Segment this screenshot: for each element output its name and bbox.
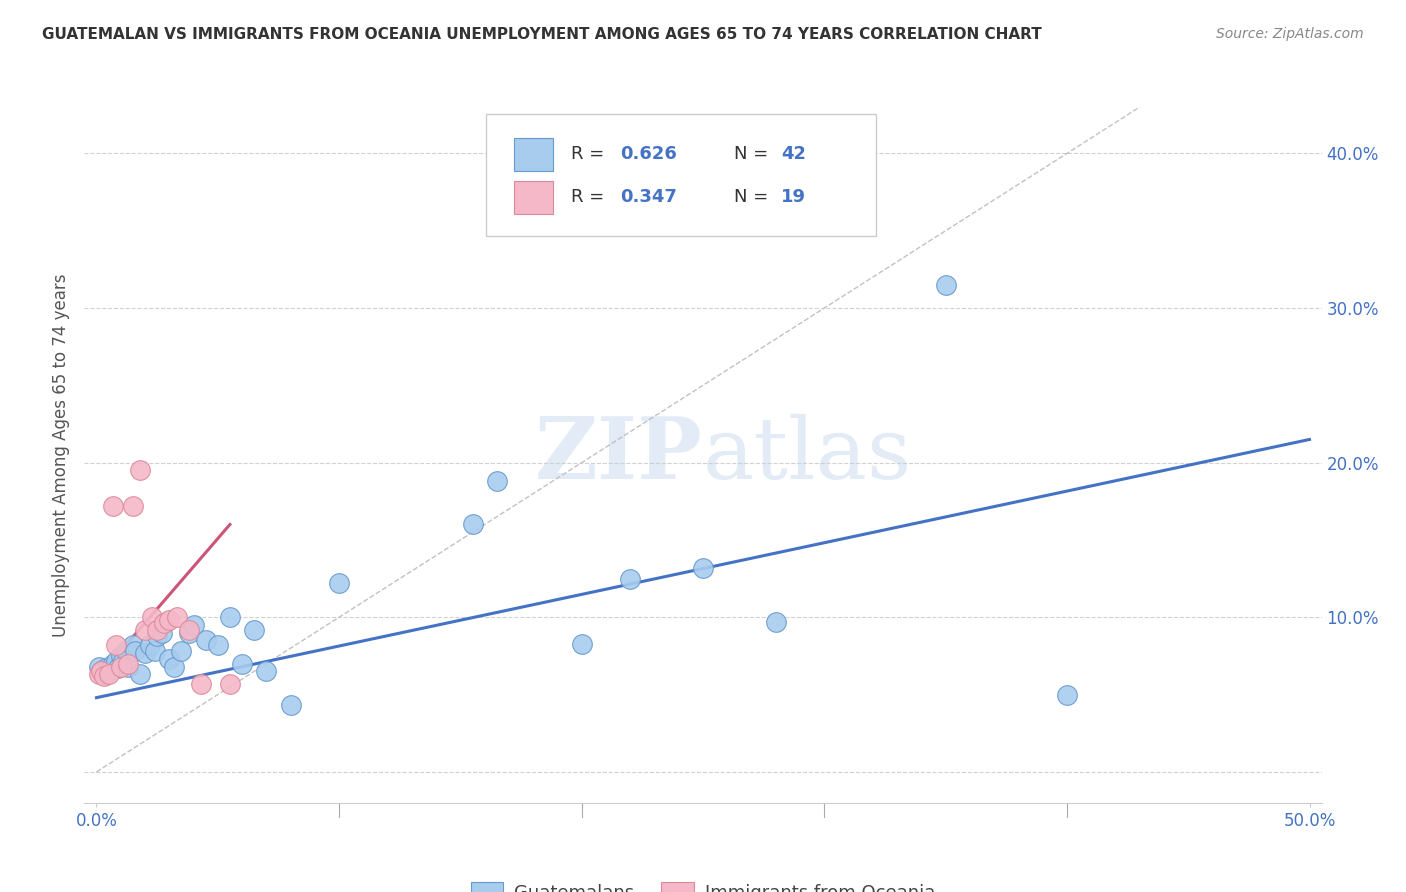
Text: ZIP: ZIP: [536, 413, 703, 497]
Guatemalans: [485, 474, 508, 488]
Immigrants from Oceania: [219, 677, 242, 691]
Immigrants from Oceania: [153, 616, 176, 631]
Immigrants from Oceania: [90, 665, 112, 679]
Guatemalans: [1056, 688, 1078, 702]
Immigrants from Oceania: [134, 623, 156, 637]
Guatemalans: [280, 698, 302, 713]
Guatemalans: [96, 661, 118, 675]
Guatemalans: [134, 646, 156, 660]
Immigrants from Oceania: [166, 610, 188, 624]
Guatemalans: [112, 654, 135, 668]
Guatemalans: [183, 618, 205, 632]
Text: 19: 19: [780, 188, 806, 206]
Guatemalans: [935, 277, 957, 292]
Text: 42: 42: [780, 145, 806, 163]
Guatemalans: [129, 667, 152, 681]
Guatemalans: [231, 657, 253, 671]
Immigrants from Oceania: [146, 623, 169, 637]
Guatemalans: [692, 561, 714, 575]
Immigrants from Oceania: [190, 677, 212, 691]
Guatemalans: [150, 625, 173, 640]
Text: 0.347: 0.347: [620, 188, 676, 206]
Guatemalans: [103, 657, 125, 671]
Immigrants from Oceania: [157, 613, 180, 627]
Text: GUATEMALAN VS IMMIGRANTS FROM OCEANIA UNEMPLOYMENT AMONG AGES 65 TO 74 YEARS COR: GUATEMALAN VS IMMIGRANTS FROM OCEANIA UN…: [42, 27, 1042, 42]
Text: 0.626: 0.626: [620, 145, 676, 163]
Guatemalans: [117, 659, 139, 673]
Guatemalans: [461, 517, 484, 532]
Text: R =: R =: [571, 145, 610, 163]
Guatemalans: [139, 638, 162, 652]
Text: atlas: atlas: [703, 413, 912, 497]
Guatemalans: [104, 654, 127, 668]
Guatemalans: [219, 610, 242, 624]
Text: N =: N =: [734, 188, 773, 206]
Guatemalans: [207, 638, 229, 652]
Immigrants from Oceania: [129, 463, 152, 477]
Guatemalans: [170, 644, 193, 658]
Guatemalans: [114, 644, 136, 658]
Guatemalans: [143, 644, 166, 658]
Guatemalans: [194, 633, 217, 648]
Guatemalans: [765, 615, 787, 629]
Immigrants from Oceania: [87, 667, 110, 681]
Guatemalans: [87, 659, 110, 673]
Text: R =: R =: [571, 188, 610, 206]
Guatemalans: [157, 652, 180, 666]
Immigrants from Oceania: [104, 638, 127, 652]
Guatemalans: [122, 638, 145, 652]
Guatemalans: [619, 572, 641, 586]
Immigrants from Oceania: [103, 499, 125, 513]
Guatemalans: [328, 576, 350, 591]
Text: N =: N =: [734, 145, 773, 163]
Guatemalans: [163, 659, 186, 673]
Guatemalans: [571, 636, 593, 650]
Guatemalans: [90, 665, 112, 679]
Guatemalans: [93, 667, 115, 681]
Guatemalans: [110, 648, 132, 663]
FancyBboxPatch shape: [513, 137, 554, 171]
Immigrants from Oceania: [122, 499, 145, 513]
Legend: Guatemalans, Immigrants from Oceania: Guatemalans, Immigrants from Oceania: [464, 874, 942, 892]
Guatemalans: [97, 665, 120, 679]
Immigrants from Oceania: [97, 667, 120, 681]
Text: Source: ZipAtlas.com: Source: ZipAtlas.com: [1216, 27, 1364, 41]
Immigrants from Oceania: [141, 610, 163, 624]
Immigrants from Oceania: [110, 659, 132, 673]
Immigrants from Oceania: [93, 669, 115, 683]
Guatemalans: [107, 661, 129, 675]
Guatemalans: [254, 665, 277, 679]
FancyBboxPatch shape: [513, 181, 554, 214]
Guatemalans: [124, 644, 146, 658]
Y-axis label: Unemployment Among Ages 65 to 74 years: Unemployment Among Ages 65 to 74 years: [52, 273, 70, 637]
Immigrants from Oceania: [117, 657, 139, 671]
FancyBboxPatch shape: [486, 114, 876, 235]
Guatemalans: [243, 623, 266, 637]
Guatemalans: [100, 659, 122, 673]
Guatemalans: [146, 629, 169, 643]
Guatemalans: [177, 625, 200, 640]
Immigrants from Oceania: [177, 623, 200, 637]
